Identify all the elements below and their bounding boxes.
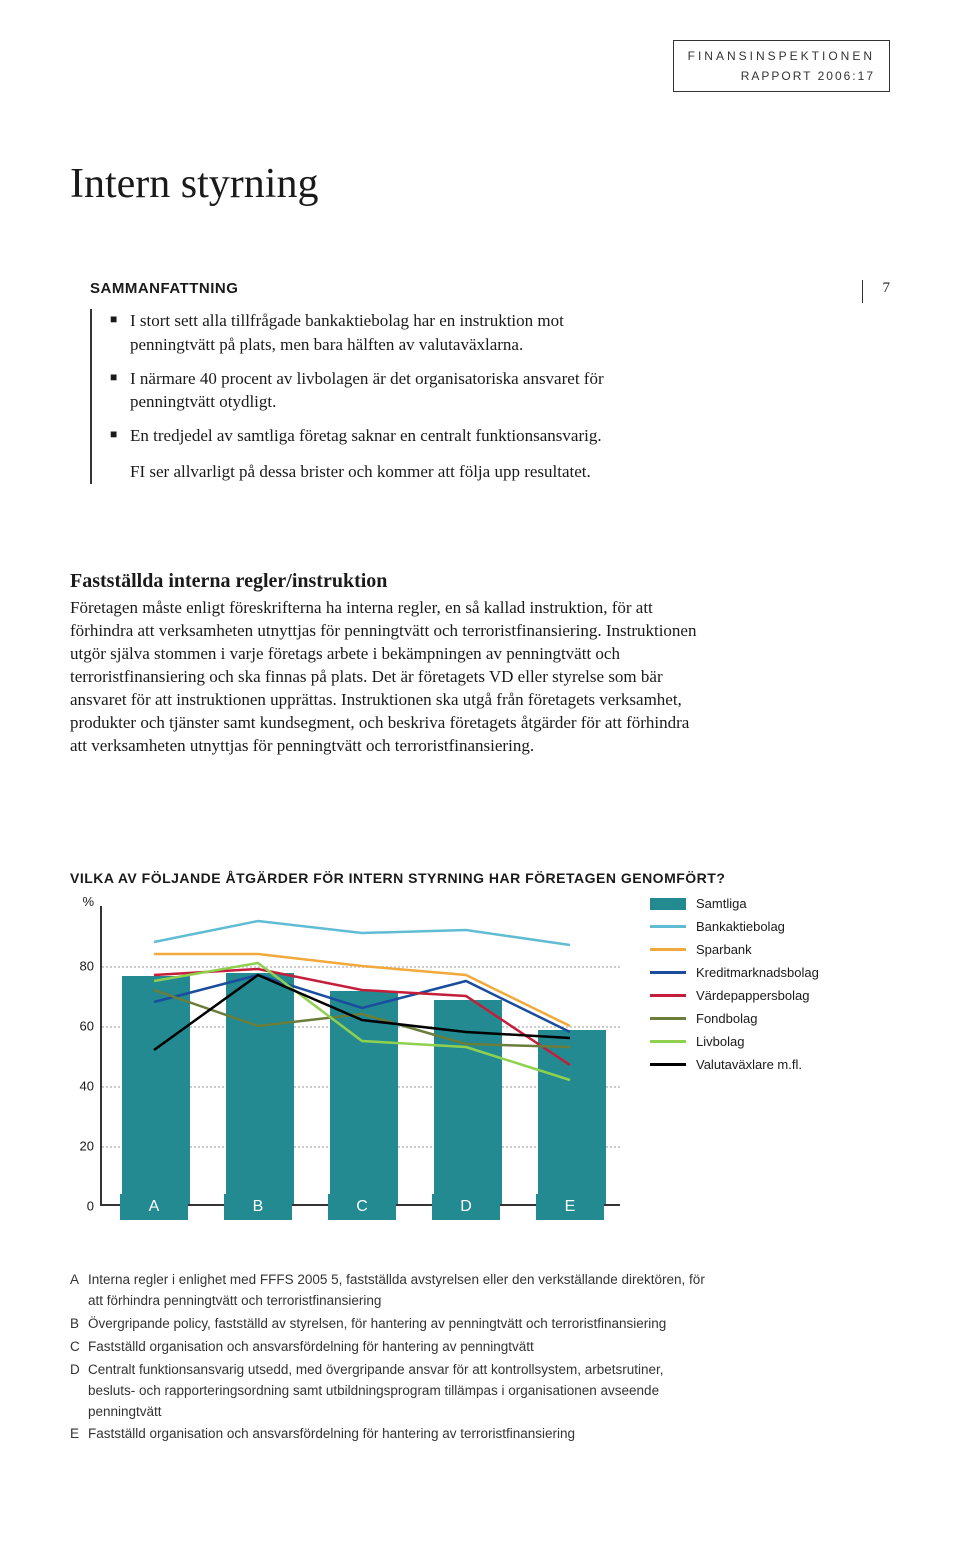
x-category-label: A	[120, 1194, 188, 1220]
summary-bullet: I närmare 40 procent av livbolagen är de…	[110, 367, 650, 415]
summary-block: SAMMANFATTNING I stort sett alla tillfrå…	[90, 280, 650, 484]
x-axis-labels: ABCDE	[100, 1212, 620, 1236]
legend-swatch	[650, 971, 686, 974]
chart-bar	[122, 976, 190, 1204]
legend-label: Bankaktiebolag	[696, 919, 785, 934]
chart-bar	[330, 991, 398, 1204]
grid-line	[102, 966, 620, 968]
legend-label: Sparbank	[696, 942, 752, 957]
chart-section: VILKA AV FÖLJANDE ÅTGÄRDER FÖR INTERN ST…	[70, 870, 890, 1236]
chart-plot	[100, 906, 620, 1206]
footnote-text: Interna regler i enlighet med FFFS 2005 …	[88, 1270, 710, 1312]
header-box: FINANSINSPEKTIONEN RAPPORT 2006:17	[673, 40, 890, 92]
summary-bullet: En tredjedel av samtliga företag saknar …	[110, 424, 650, 448]
x-label: A	[120, 1194, 188, 1220]
y-tick-label: 20	[80, 1139, 94, 1154]
page-number: 7	[862, 280, 891, 303]
legend-swatch	[650, 1017, 686, 1020]
body-section: Fastställda interna regler/instruktion F…	[70, 570, 710, 758]
legend-item: Sparbank	[650, 942, 870, 957]
legend-item: Livbolag	[650, 1034, 870, 1049]
footnote-row: EFastställd organisation och ansvarsförd…	[70, 1424, 710, 1445]
footnote-text: Fastställd organisation och ansvarsförde…	[88, 1337, 710, 1358]
header-org: FINANSINSPEKTIONEN	[688, 49, 875, 63]
x-label: E	[536, 1194, 604, 1220]
legend-swatch	[650, 994, 686, 997]
chart-title: VILKA AV FÖLJANDE ÅTGÄRDER FÖR INTERN ST…	[70, 870, 890, 886]
x-category-label: E	[536, 1194, 604, 1220]
footnote-row: CFastställd organisation och ansvarsförd…	[70, 1337, 710, 1358]
legend-label: Valutaväxlare m.fl.	[696, 1057, 802, 1072]
chart-bar	[434, 1000, 502, 1204]
legend-label: Samtliga	[696, 896, 747, 911]
chart-area: % 020406080 ABCDE	[70, 896, 630, 1236]
summary-closing: FI ser allvarligt på dessa brister och k…	[110, 460, 650, 484]
chart-wrap: % 020406080 ABCDE SamtligaBankaktiebolag…	[70, 896, 890, 1236]
legend-label: Värdepappersbolag	[696, 988, 809, 1003]
x-category-label: C	[328, 1194, 396, 1220]
legend-item: Värdepappersbolag	[650, 988, 870, 1003]
header-report: RAPPORT 2006:17	[688, 69, 875, 83]
y-axis: % 0 20 40 60 80	[70, 896, 98, 1236]
footnote-key: A	[70, 1270, 88, 1312]
x-category-label: B	[224, 1194, 292, 1220]
body-heading: Fastställda interna regler/instruktion	[70, 570, 710, 593]
footnote-text: Fastställd organisation och ansvarsförde…	[88, 1424, 710, 1445]
legend-item: Bankaktiebolag	[650, 919, 870, 934]
footnote-row: BÖvergripande policy, fastställd av styr…	[70, 1314, 710, 1335]
footnote-text: Centralt funktionsansvarig utsedd, med ö…	[88, 1360, 710, 1423]
legend-item: Kreditmarknadsbolag	[650, 965, 870, 980]
chart-bar	[538, 1030, 606, 1204]
y-tick-label: 0	[87, 1199, 94, 1214]
footnote-key: D	[70, 1360, 88, 1423]
body-paragraph: Företagen måste enligt föreskrifterna ha…	[70, 597, 710, 758]
legend-item: Fondbolag	[650, 1011, 870, 1026]
page-title: Intern styrning	[70, 160, 318, 208]
legend-swatch	[650, 925, 686, 928]
footnote-key: E	[70, 1424, 88, 1445]
legend-swatch	[650, 898, 686, 910]
legend-label: Kreditmarknadsbolag	[696, 965, 819, 980]
footnote-row: DCentralt funktionsansvarig utsedd, med …	[70, 1360, 710, 1423]
summary-content: I stort sett alla tillfrågade bankaktieb…	[90, 309, 650, 484]
chart-footnotes: AInterna regler i enlighet med FFFS 2005…	[70, 1270, 710, 1447]
footnote-text: Övergripande policy, fastställd av styre…	[88, 1314, 710, 1335]
x-label: B	[224, 1194, 292, 1220]
summary-heading: SAMMANFATTNING	[90, 280, 650, 297]
x-category-label: D	[432, 1194, 500, 1220]
legend-swatch	[650, 948, 686, 951]
legend-label: Livbolag	[696, 1034, 744, 1049]
footnote-key: B	[70, 1314, 88, 1335]
legend-swatch	[650, 1040, 686, 1043]
summary-bullet: I stort sett alla tillfrågade bankaktieb…	[110, 309, 650, 357]
x-label: C	[328, 1194, 396, 1220]
legend-item: Samtliga	[650, 896, 870, 911]
legend-label: Fondbolag	[696, 1011, 757, 1026]
x-label: D	[432, 1194, 500, 1220]
footnote-row: AInterna regler i enlighet med FFFS 2005…	[70, 1270, 710, 1312]
legend-item: Valutaväxlare m.fl.	[650, 1057, 870, 1072]
y-tick-label: 60	[80, 1019, 94, 1034]
y-tick-label: 80	[80, 959, 94, 974]
y-tick-label: 40	[80, 1079, 94, 1094]
y-unit: %	[82, 894, 94, 909]
footnote-key: C	[70, 1337, 88, 1358]
chart-bar	[226, 973, 294, 1204]
chart-legend: Samtliga Bankaktiebolag Sparbank Kreditmark…	[650, 896, 870, 1236]
legend-swatch	[650, 1063, 686, 1066]
